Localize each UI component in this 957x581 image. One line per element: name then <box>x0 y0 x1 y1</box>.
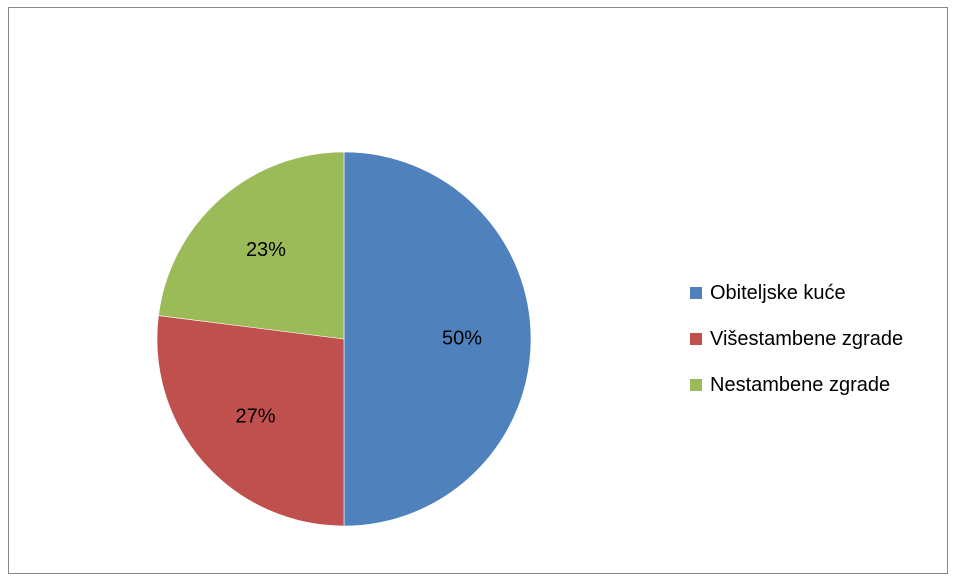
legend-swatch-obiteljske-kuce <box>690 287 702 299</box>
legend-label: Nestambene zgrade <box>710 373 891 396</box>
pie-data-labels: 50% 27% 23% <box>235 239 482 428</box>
legend-swatch-nestambene-zgrade <box>690 379 702 391</box>
data-label-nestambene-zgrade: 23% <box>246 239 286 261</box>
legend-label: Višestambene zgrade <box>710 327 904 350</box>
legend-item-obiteljske-kuce: Obiteljske kuće <box>690 281 903 305</box>
legend-label: Obiteljske kuće <box>710 281 846 304</box>
data-label-visestambene-zgrade: 27% <box>235 405 275 427</box>
legend-swatch-visestambene-zgrade <box>690 333 702 345</box>
legend-item-nestambene-zgrade: Nestambene zgrade <box>690 373 903 397</box>
pie-slice-nestambene-zgrade <box>158 151 345 340</box>
data-label-obiteljske-kuce: 50% <box>442 327 482 349</box>
legend: Obiteljske kuće Višestambene zgrade Nest… <box>690 281 903 419</box>
pie-slices <box>156 151 532 527</box>
pie-slice-visestambene-zgrade <box>156 315 345 527</box>
pie-slice-obiteljske-kuce <box>343 151 532 527</box>
legend-item-visestambene-zgrade: Višestambene zgrade <box>690 327 903 351</box>
